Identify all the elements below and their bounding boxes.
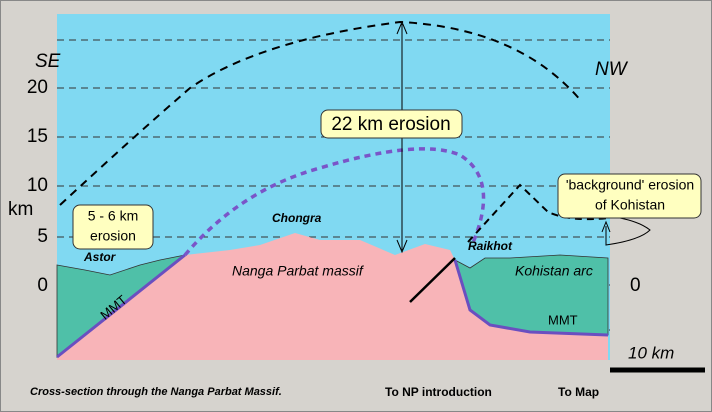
nw-label: NW <box>595 59 629 80</box>
erosion-label: of Kohistan <box>595 197 665 213</box>
tick-label: 0 <box>37 275 48 296</box>
nav-link[interactable]: To NP introduction <box>385 385 492 399</box>
unit-name: Kohistan arc <box>515 263 593 279</box>
label-box <box>320 109 463 139</box>
massif <box>57 233 608 360</box>
erosion-label: 22 km erosion <box>331 114 450 135</box>
label-box <box>557 173 702 219</box>
fault <box>409 257 456 303</box>
paleo-massif <box>183 147 486 257</box>
paleo-surface <box>59 20 583 206</box>
erosion-label: erosion <box>90 228 136 244</box>
caption: Cross-section through the Nanga Parbat M… <box>30 386 282 398</box>
place-label: Astor <box>83 250 117 264</box>
tick-label: 5 <box>37 226 48 247</box>
connector <box>605 217 651 246</box>
tick-label: 15 <box>27 126 48 147</box>
tick-label: 20 <box>27 77 48 98</box>
place-label: Raikhot <box>468 239 513 253</box>
place-label: Chongra <box>272 211 322 225</box>
mmt-line <box>56 253 186 359</box>
mmt-line <box>453 259 609 337</box>
label-box <box>72 204 154 250</box>
arrow-head <box>601 220 611 233</box>
arrow-head <box>396 239 408 254</box>
unit-label: km <box>8 199 33 220</box>
erosion-label: 'background' erosion <box>566 177 694 193</box>
se-label: SE <box>35 51 61 72</box>
scale-label: 10 km <box>628 343 674 362</box>
tick-label: 10 <box>27 175 48 196</box>
erosion-label: 5 - 6 km <box>88 208 139 224</box>
unit-name: Nanga Parbat massif <box>232 263 365 279</box>
arrow-head <box>396 20 408 35</box>
tick-label: 0 <box>630 275 641 296</box>
mmt-label: MMT <box>548 312 578 327</box>
nav-link[interactable]: To Map <box>558 385 599 399</box>
